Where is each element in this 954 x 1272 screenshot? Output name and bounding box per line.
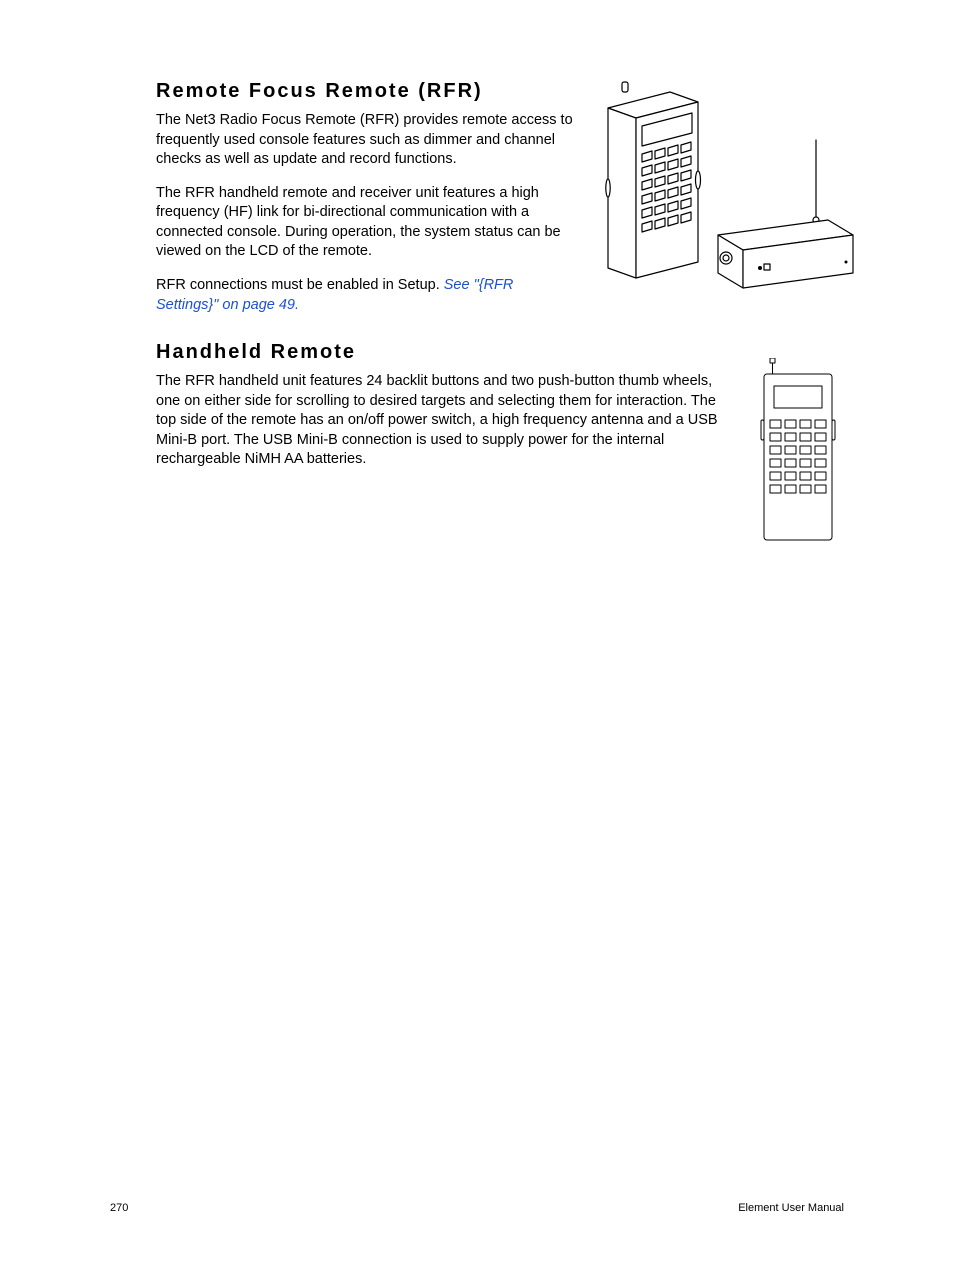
figure-handheld-front [758,358,838,543]
page-footer: 270 Element User Manual [110,1202,844,1214]
section1-p3-pre: RFR connections must be enabled in Setup… [156,277,444,293]
page-number: 270 [110,1202,128,1214]
handheld-icon [606,82,701,278]
section1-p3: RFR connections must be enabled in Setup… [156,276,576,315]
section1-p2: The RFR handheld remote and receiver uni… [156,184,576,262]
manual-title: Element User Manual [738,1202,844,1214]
figure-rfr-devices [598,80,858,290]
heading-handheld: Handheld Remote [156,341,844,364]
receiver-icon [718,140,853,288]
section1-p1: The Net3 Radio Focus Remote (RFR) provid… [156,111,576,170]
section2-p1: The RFR handheld unit features 24 backli… [156,372,734,470]
section1-text-block: The Net3 Radio Focus Remote (RFR) provid… [156,111,576,315]
section2-text-block: The RFR handheld unit features 24 backli… [156,372,734,470]
page: Remote Focus Remote (RFR) The Net3 Radio… [0,0,954,1272]
rfr-devices-svg [598,80,858,290]
handheld-front-svg [758,358,838,543]
